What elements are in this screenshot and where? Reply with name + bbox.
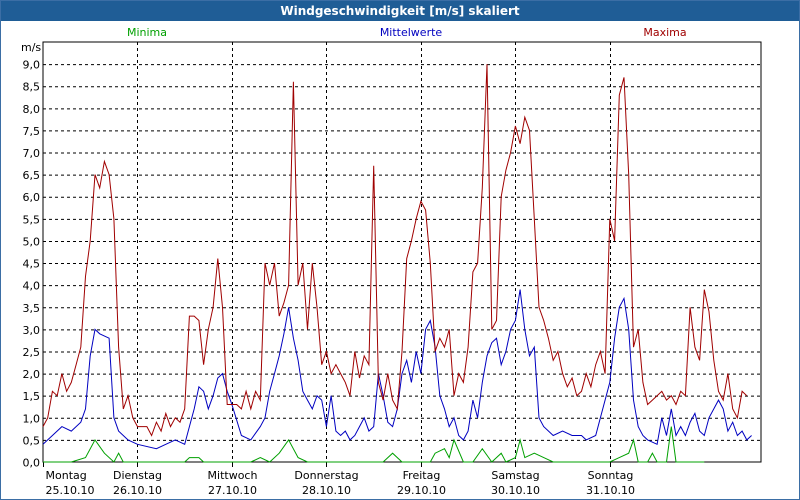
day-name-label: Mittwoch <box>208 469 258 482</box>
day-name-label: Dienstag <box>113 469 162 482</box>
y-tick-label: 1,5 <box>23 390 41 403</box>
day-date-label: 25.10.10 <box>46 484 95 497</box>
day-name-label: Samstag <box>491 469 539 482</box>
day-date-label: 29.10.10 <box>397 484 446 497</box>
legend-maxima: Maxima <box>643 26 686 39</box>
chart-svg: 0,0 0,5 1,0 1,5 2,0 2,5 3,0 3,5 4,0 4,5 5,0 5,5 6,0 6… <box>21 26 762 497</box>
legend-minima: Minima <box>127 26 167 39</box>
window-title: Windgeschwindigkeit [m/s] skaliert <box>1 1 799 21</box>
y-tick-label: 0,0 <box>23 457 41 470</box>
y-tick-label: 5,5 <box>23 213 41 226</box>
y-tick-label: 8,0 <box>23 103 41 116</box>
day-name-label: Freitag <box>403 469 441 482</box>
y-axis-label: m/s <box>21 41 41 54</box>
y-tick-label: 1,0 <box>23 412 41 425</box>
y-tick-label: 3,0 <box>23 324 41 337</box>
y-tick-label: 4,5 <box>23 258 41 271</box>
day-date-label: 31.10.10 <box>586 484 635 497</box>
day-date-label: 26.10.10 <box>113 484 162 497</box>
y-tick-label: 2,5 <box>23 346 41 359</box>
y-tick-label: 5,0 <box>23 235 41 248</box>
plot-area <box>42 41 762 463</box>
day-name-label: Montag <box>46 469 87 482</box>
y-tick-label: 7,5 <box>23 125 41 138</box>
y-tick-label: 7,0 <box>23 147 41 160</box>
y-tick-label: 8,5 <box>23 81 41 94</box>
y-tick-label: 3,5 <box>23 302 41 315</box>
series-line-mittelwerte <box>42 289 752 450</box>
day-date-label: 27.10.10 <box>208 484 257 497</box>
y-tick-label: 2,0 <box>23 368 41 381</box>
y-tick-label: 9,0 <box>23 59 41 72</box>
series-line-minima <box>43 426 705 463</box>
legend-mittelwerte: Mittelwerte <box>380 26 443 39</box>
day-date-label: 30.10.10 <box>491 484 540 497</box>
y-tick-label: 4,0 <box>23 280 41 293</box>
day-name-label: Sonntag <box>588 469 634 482</box>
series-line-maxima <box>42 64 748 437</box>
y-tick-label: 6,5 <box>23 169 41 182</box>
y-tick-label: 0,5 <box>23 434 41 447</box>
day-name-label: Donnerstag <box>294 469 358 482</box>
y-tick-label: 6,0 <box>23 191 41 204</box>
day-date-label: 28.10.10 <box>302 484 351 497</box>
